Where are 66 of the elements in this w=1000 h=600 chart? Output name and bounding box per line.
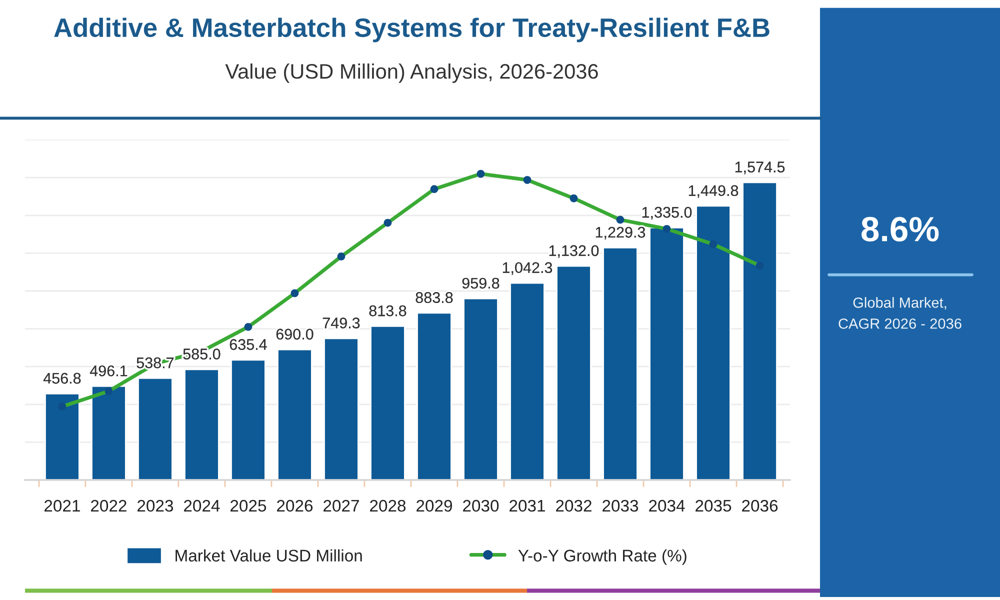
bar <box>696 205 731 480</box>
bar <box>44 392 80 480</box>
legend-label: Y-o-Y Growth Rate (%) <box>518 549 686 565</box>
chart-title: Additive & Masterbatch Systems for Treaty-Resilient F&B <box>54 18 770 42</box>
x-tick-label: 2025 <box>230 500 266 512</box>
bar <box>324 338 359 480</box>
x-tick-label: 2021 <box>44 500 80 512</box>
data-label: 456.8 <box>43 372 81 384</box>
x-tick-label: 2029 <box>416 500 452 512</box>
bar <box>510 282 545 480</box>
x-tick-label: 2033 <box>602 500 638 512</box>
point <box>337 252 346 260</box>
bar <box>138 377 173 480</box>
point <box>709 240 718 248</box>
bar <box>649 226 684 480</box>
x-tick-label: 2031 <box>510 500 545 512</box>
point <box>476 170 485 178</box>
point <box>616 216 624 224</box>
data-label: 813.8 <box>369 305 406 316</box>
data-label: 1,574.5 <box>735 162 785 174</box>
legend-label: Market Value USD Million <box>176 549 362 562</box>
bar <box>370 325 406 480</box>
data-label: 749.3 <box>322 318 360 328</box>
point <box>662 224 671 233</box>
x-tick-label: 2027 <box>324 500 359 512</box>
bar <box>463 298 498 480</box>
bar <box>230 359 266 480</box>
data-label: 1,132.0 <box>549 245 599 258</box>
data-label: 1,449.8 <box>688 185 738 198</box>
bar <box>602 246 638 480</box>
x-tick-label: 2026 <box>277 500 313 512</box>
x-tick-label: 2034 <box>649 500 685 512</box>
point <box>104 387 113 396</box>
bar <box>184 368 220 480</box>
point <box>384 218 392 227</box>
data-label: 1,229.3 <box>596 226 646 240</box>
x-tick-label: 2023 <box>138 500 174 512</box>
point <box>756 262 764 270</box>
data-label: 883.8 <box>416 292 453 303</box>
data-label: 635.4 <box>230 339 267 350</box>
point <box>290 289 299 298</box>
point <box>58 402 66 410</box>
x-tick-label: 2022 <box>91 500 126 512</box>
text: Global Market, CAGR 2026 - 2036 <box>838 297 962 329</box>
bar <box>91 386 126 480</box>
bar <box>277 348 312 480</box>
chart-subtitle: Value (USD Million) Analysis, 2026-2036 <box>225 63 598 83</box>
x-tick-label: 2024 <box>184 500 220 512</box>
bar <box>742 182 778 480</box>
x-tick-label: 2035 <box>696 500 732 512</box>
bar <box>556 265 592 480</box>
text: 8.6% <box>862 216 939 242</box>
point <box>570 194 578 202</box>
point <box>523 176 532 184</box>
point <box>430 185 438 194</box>
data-label: 1,335.0 <box>642 206 692 220</box>
data-label: 959.8 <box>462 278 500 289</box>
x-tick-label: 2036 <box>742 500 778 512</box>
point <box>244 322 252 331</box>
data-label: 1,042.3 <box>502 262 552 275</box>
data-label: 690.0 <box>276 328 314 340</box>
x-tick-label: 2028 <box>370 500 406 512</box>
x-tick-label: 2032 <box>556 500 592 512</box>
bar <box>416 312 452 480</box>
data-label: 496.1 <box>90 365 128 376</box>
x-tick-label: 2030 <box>463 500 499 512</box>
